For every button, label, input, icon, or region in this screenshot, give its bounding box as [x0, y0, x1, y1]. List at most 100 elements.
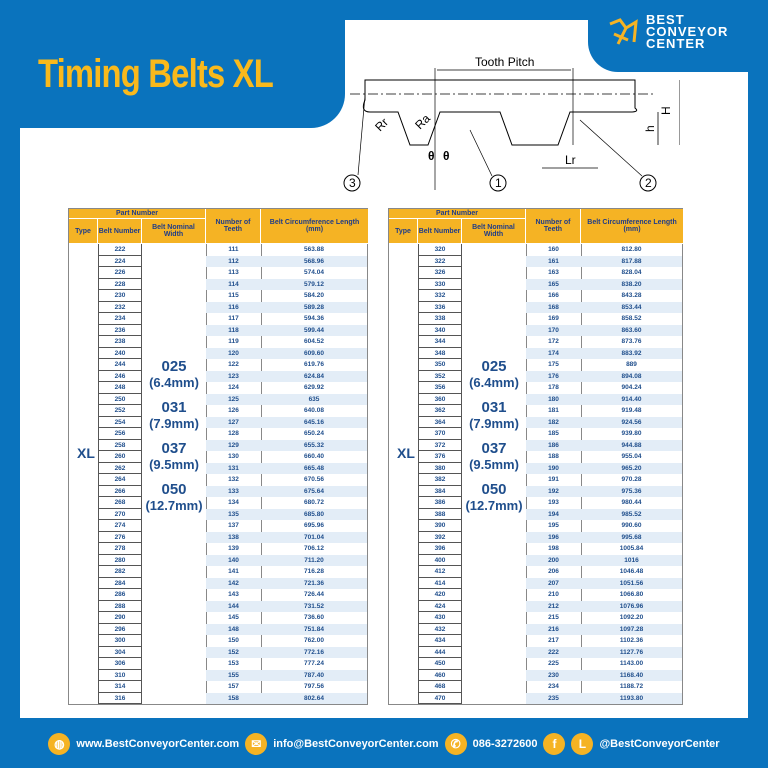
belt-number-cell: 414 — [418, 577, 462, 589]
teeth-cell: 172 — [548, 338, 559, 345]
table-row: 304 152 772.16 — [69, 646, 369, 658]
teeth-cell: 195 — [548, 522, 559, 529]
length-cell: 1168.40 — [581, 669, 682, 681]
belt-number-cell: 248 — [98, 382, 142, 394]
table-row: 450 225 1143.00 — [389, 658, 684, 670]
teeth-cell: 134 — [228, 499, 239, 506]
length-cell: 1076.96 — [581, 600, 682, 612]
table-row: 314 157 797.56 — [69, 681, 369, 693]
length-cell: 655.32 — [261, 439, 367, 451]
length-cell: 1092.20 — [619, 614, 644, 621]
belt-number-cell: 396 — [418, 543, 462, 555]
table-row: 330 165 838.20 — [389, 278, 684, 290]
belt-number-cell: 246 — [98, 370, 142, 382]
table-row: 360 180 914.40 — [389, 393, 684, 405]
header-length: Belt Circumference Length (mm) — [581, 209, 684, 244]
table-row: 384 192 975.36 — [389, 485, 684, 497]
belt-number-cell: 330 — [418, 278, 462, 290]
belt-number-cell: 254 — [98, 416, 142, 428]
teeth-cell: 186 — [526, 439, 581, 451]
belt-number-cell: 444 — [418, 646, 462, 658]
header-nominal-width: Belt Nominal Width — [142, 219, 206, 244]
table-row: 240 120 609.60 — [69, 347, 369, 359]
table-row: 250 125 635 — [69, 393, 369, 405]
length-cell: 609.60 — [261, 347, 367, 359]
belt-number-cell: 284 — [98, 577, 142, 589]
length-cell: 685.80 — [261, 508, 367, 520]
belt-number-cell: 350 — [418, 359, 462, 371]
length-cell: 1005.84 — [619, 545, 644, 552]
length-cell: 894.08 — [581, 370, 682, 382]
belt-number-cell: 226 — [98, 267, 142, 279]
line-icon[interactable]: L — [571, 733, 594, 755]
email-link[interactable]: info@BestConveyorCenter.com — [273, 738, 439, 750]
teeth-cell: 148 — [206, 623, 261, 635]
table-row: 400 200 1016 — [389, 554, 684, 566]
belt-number-cell: 360 — [418, 393, 462, 405]
length-cell: 777.24 — [304, 660, 324, 667]
table-row: 224 112 568.96 — [69, 255, 369, 267]
length-cell: 838.20 — [581, 278, 682, 290]
column-divider — [581, 244, 582, 704]
length-cell: 944.88 — [581, 439, 682, 451]
belt-number-cell: 388 — [418, 508, 462, 520]
phone-icon: ✆ — [444, 733, 467, 755]
length-cell: 772.16 — [261, 646, 367, 658]
teeth-cell: 212 — [526, 600, 581, 612]
belt-number-cell: 450 — [418, 658, 462, 670]
belt-number-cell: 238 — [98, 336, 142, 348]
teeth-cell: 210 — [548, 591, 559, 598]
nominal-width-list: 025 (6.4mm) 031 (7.9mm) 037 (9.5mm) 050 (12.7mm… — [462, 359, 526, 523]
teeth-cell: 181 — [548, 407, 559, 414]
table-row: 270 135 685.80 — [69, 508, 369, 520]
teeth-cell: 165 — [526, 278, 581, 290]
facebook-icon[interactable]: f — [543, 733, 566, 755]
table-row: 286 143 726.44 — [69, 589, 369, 601]
belt-number-cell: 336 — [418, 301, 462, 313]
teeth-cell: 188 — [548, 453, 559, 460]
width-code: 037 — [161, 440, 187, 457]
belt-number-cell: 332 — [418, 290, 462, 302]
teeth-cell: 129 — [206, 439, 261, 451]
table-row: 382 191 970.28 — [389, 474, 684, 486]
length-cell: 939.80 — [621, 430, 642, 437]
length-cell: 629.92 — [304, 384, 324, 391]
teeth-cell: 178 — [548, 384, 559, 391]
length-cell: 990.60 — [621, 522, 642, 529]
length-cell: 736.60 — [304, 614, 324, 621]
social-handle[interactable]: @BestConveyorCenter — [599, 738, 720, 750]
length-cell: 980.44 — [621, 499, 642, 506]
belt-number-cell: 250 — [98, 393, 142, 405]
belt-number-cell: 384 — [418, 485, 462, 497]
table-row: 246 123 624.84 — [69, 370, 369, 382]
teeth-cell: 145 — [228, 614, 239, 621]
belt-number-cell: 306 — [98, 658, 142, 670]
teeth-cell: 137 — [228, 522, 239, 529]
teeth-cell: 126 — [228, 407, 239, 414]
table-row: 288 144 731.52 — [69, 600, 369, 612]
length-cell: 965.20 — [581, 462, 682, 474]
belt-number-cell: 286 — [98, 589, 142, 601]
teeth-cell: 144 — [206, 600, 261, 612]
table-row: 424 212 1076.96 — [389, 600, 684, 612]
table-row: 326 163 828.04 — [389, 267, 684, 279]
length-cell: 660.40 — [304, 453, 324, 460]
belt-number-cell: 362 — [418, 405, 462, 417]
belt-number-cell: 278 — [98, 543, 142, 555]
header-teeth: Number of Teeth — [206, 209, 261, 244]
header-belt-number: Belt Number — [418, 219, 462, 244]
length-cell: 665.48 — [261, 462, 367, 474]
belt-number-cell: 230 — [98, 290, 142, 302]
teeth-cell: 131 — [206, 462, 261, 474]
table-row: 434 217 1102.36 — [389, 635, 684, 647]
belt-number-cell: 316 — [98, 692, 142, 704]
length-cell: 599.44 — [261, 324, 367, 336]
length-cell: 1102.36 — [619, 637, 644, 644]
belt-number-cell: 276 — [98, 531, 142, 543]
phone-number[interactable]: 086-3272600 — [472, 738, 538, 750]
website-link[interactable]: www.BestConveyorCenter.com — [76, 738, 240, 750]
teeth-cell: 196 — [526, 531, 581, 543]
table-row: 388 194 985.52 — [389, 508, 684, 520]
belt-number-cell: 234 — [98, 313, 142, 325]
teeth-cell: 114 — [206, 278, 261, 290]
